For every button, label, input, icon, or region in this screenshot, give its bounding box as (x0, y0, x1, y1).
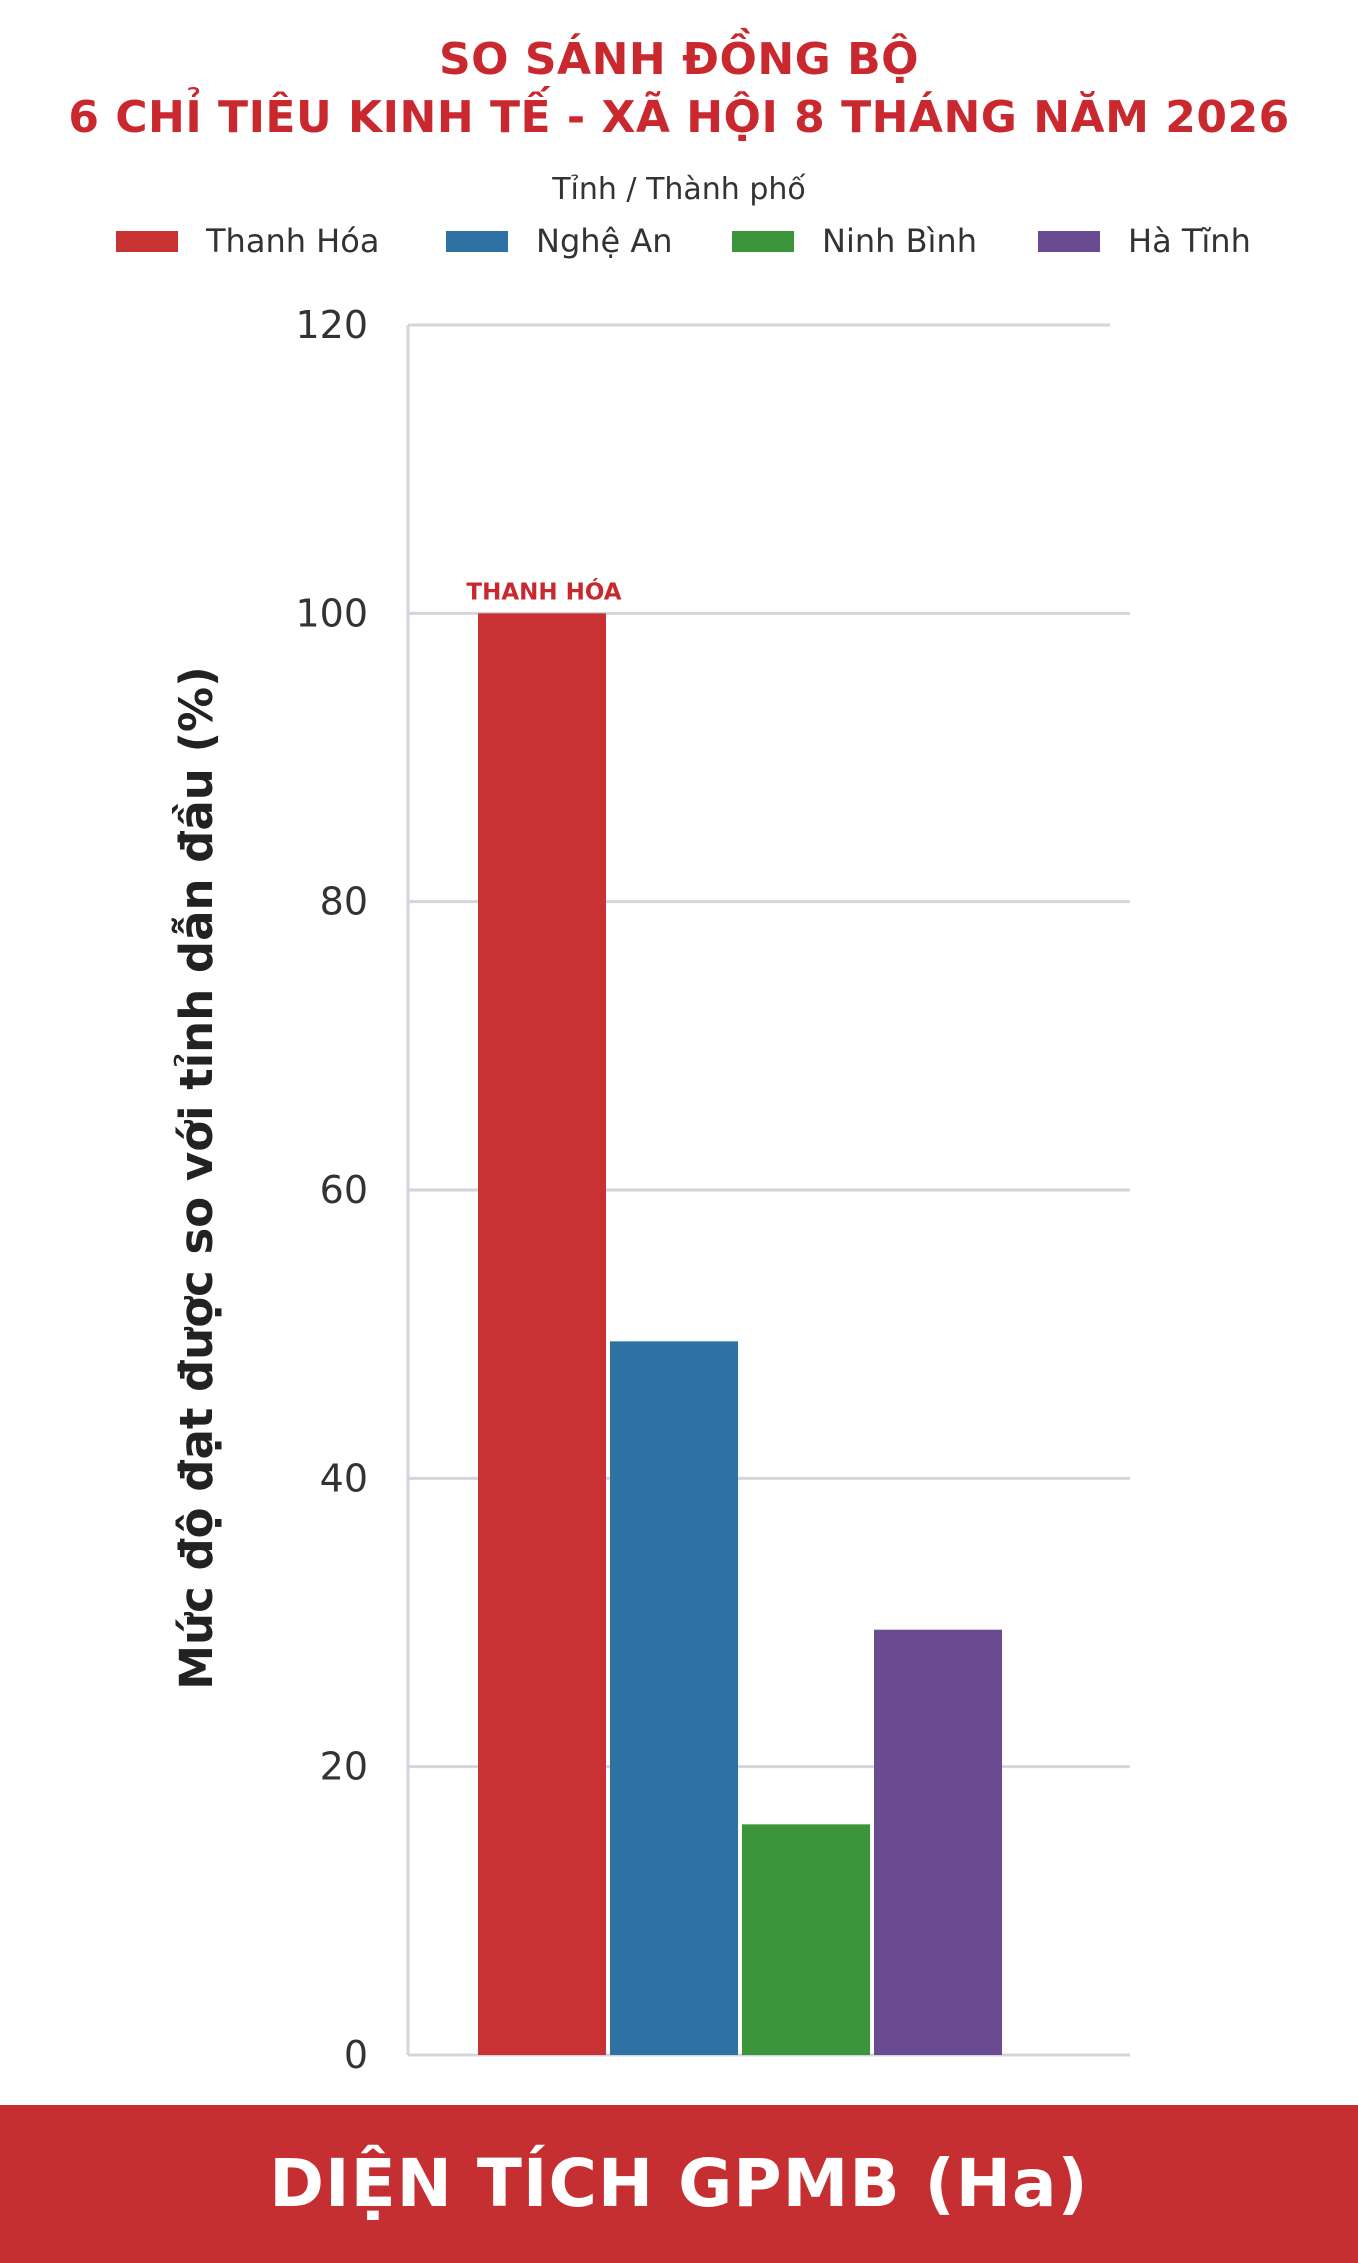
y-tick-label: 100 (295, 591, 368, 635)
y-tick-label: 120 (295, 303, 368, 347)
legend-label: Hà Tĩnh (1128, 222, 1251, 260)
y-tick-label: 60 (320, 1168, 368, 1212)
legend-swatch (446, 231, 508, 252)
bar-nghệ-an (610, 1341, 738, 2055)
bars (478, 613, 1002, 2056)
bar-chart: 0 20 40 60 80 100 120 THANH HÓA Mức độ đạt đượ… (170, 303, 1130, 2077)
y-tick-label: 80 (320, 880, 368, 924)
legend-label: Ninh Bình (822, 222, 977, 260)
y-tick-label: 40 (320, 1456, 368, 1500)
y-tick-labels: 0 20 40 60 80 100 120 (295, 303, 368, 2077)
legend-swatch (116, 231, 178, 252)
footer-banner: DIỆN TÍCH GPMB (Ha) (0, 2105, 1358, 2263)
bar-ninh-bình (742, 1824, 870, 2055)
legend-swatch (1038, 231, 1100, 252)
y-axis-label: Mức độ đạt được so với tỉnh dẫn đầu (%) (170, 666, 223, 1689)
bar-annotation: THANH HÓA (466, 577, 621, 605)
legend-title: Tỉnh / Thành phố (552, 172, 806, 207)
footer-label: DIỆN TÍCH GPMB (Ha) (269, 2145, 1089, 2222)
title-line-1: SO SÁNH ĐỒNG BỘ (438, 34, 920, 85)
title-line-2: 6 CHỈ TIÊU KINH TẾ - XÃ HỘI 8 THÁNG NĂM … (68, 92, 1290, 143)
annotations: THANH HÓA (466, 577, 621, 605)
legend-label: Thanh Hóa (206, 222, 380, 260)
legend-label: Nghệ An (536, 222, 673, 260)
y-tick-label: 0 (344, 2033, 368, 2077)
y-tick-label: 20 (320, 1745, 368, 1789)
bar-hà-tĩnh (874, 1629, 1002, 2055)
bar-thanh-hóa (478, 613, 606, 2056)
legend-swatch (732, 231, 794, 252)
